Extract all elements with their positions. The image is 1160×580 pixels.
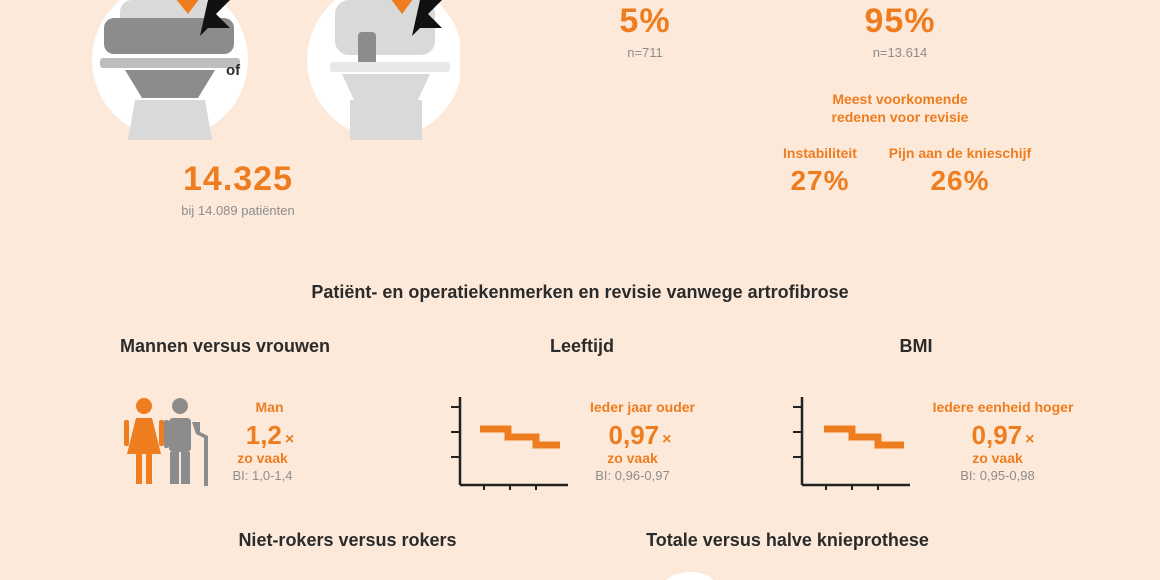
pct-right: 95% [864,2,936,40]
prosthesis-title: Totale versus halve knieprothese [646,530,929,550]
smokers-title: Niet-rokers versus rokers [238,530,457,550]
reason-value-2: 26% [930,165,990,196]
panel-multiplier-age: 0,97 × [608,420,672,450]
n-left: n=711 [627,45,663,60]
panel-multiplier-sex: 1,2 × [245,420,295,450]
panel-label-bmi: Iedere eenheid hoger [932,399,1074,415]
panel-freq-sex: zo vaak [237,450,288,466]
reasons-title: Meest voorkomende redenen voor revisie [831,91,969,125]
bmi-step-chart [793,397,910,490]
panel-ci-bmi: BI: 0,95-0,98 [960,468,1035,483]
panel-freq-bmi: zo vaak [972,450,1023,466]
panel-label-age: Ieder jaar ouder [589,399,696,415]
man-woman-icon [124,398,208,486]
reason-value-1: 27% [790,165,850,196]
panel-ci-sex: BI: 1,0-1,4 [232,468,293,483]
total-count: 14.325 [183,160,293,198]
panel-title-age: Leeftijd [549,336,614,356]
reason-label-2: Pijn aan de knieschijf [888,145,1032,161]
total-knee-icon [92,0,248,140]
reason-label-1: Instabiliteit [783,145,857,161]
knee-illustrations [92,0,460,140]
panel-freq-age: zo vaak [607,450,658,466]
patients-note: bij 14.089 patiënten [181,203,295,218]
n-right: n=13.614 [872,45,928,60]
partial-knee-icon [307,0,460,140]
panel-label-sex: Man [255,399,284,415]
partial-circle-icon [666,572,714,580]
panel-multiplier-bmi: 0,97 × [971,420,1035,450]
panel-title-sex: Mannen versus vrouwen [119,336,331,356]
connector-of: of [226,62,241,79]
panel-title-bmi: BMI [899,336,933,356]
pct-left: 5% [619,2,671,40]
panel-ci-age: BI: 0,96-0,97 [595,468,670,483]
section-title: Patiënt- en operatiekenmerken en revisie… [311,282,849,302]
age-step-chart [451,397,568,490]
